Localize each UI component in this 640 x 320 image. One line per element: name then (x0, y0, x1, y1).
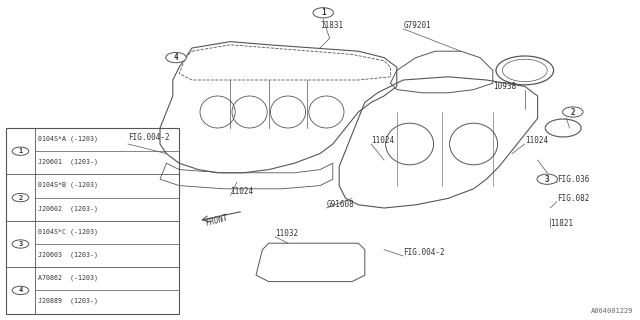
Circle shape (537, 174, 557, 184)
Text: G91608: G91608 (326, 200, 354, 209)
Text: 1: 1 (19, 148, 22, 154)
Text: 0104S*B (-1203): 0104S*B (-1203) (38, 182, 99, 188)
Text: 11032: 11032 (275, 229, 298, 238)
Text: J20889  (1203-): J20889 (1203-) (38, 298, 99, 304)
Text: 3: 3 (545, 175, 550, 184)
Text: J20602  (1203-): J20602 (1203-) (38, 205, 99, 212)
Circle shape (166, 52, 186, 63)
Text: 2: 2 (19, 195, 22, 201)
Circle shape (313, 8, 333, 18)
Text: 11024: 11024 (525, 136, 548, 145)
Text: 0104S*A (-1203): 0104S*A (-1203) (38, 135, 99, 142)
Text: FIG.004-2: FIG.004-2 (128, 133, 170, 142)
Text: J20601  (1203-): J20601 (1203-) (38, 159, 99, 165)
Circle shape (12, 193, 29, 202)
Text: 11024: 11024 (230, 188, 253, 196)
Text: A70862  (-1203): A70862 (-1203) (38, 275, 99, 281)
Text: 10938: 10938 (493, 82, 516, 91)
Text: 4: 4 (19, 287, 22, 293)
Text: 2: 2 (570, 108, 575, 116)
Text: FIG.082: FIG.082 (557, 194, 589, 203)
Text: 0104S*C (-1203): 0104S*C (-1203) (38, 228, 99, 235)
Circle shape (563, 107, 583, 117)
Text: FIG.004-2: FIG.004-2 (403, 248, 445, 257)
Text: 4: 4 (173, 53, 179, 62)
Text: 11831: 11831 (320, 21, 343, 30)
Text: 1: 1 (321, 8, 326, 17)
Circle shape (12, 240, 29, 248)
Circle shape (12, 286, 29, 294)
Text: A004001229: A004001229 (591, 308, 634, 314)
Text: 11821: 11821 (550, 220, 573, 228)
Circle shape (12, 147, 29, 156)
Text: 3: 3 (19, 241, 22, 247)
Text: G79201: G79201 (403, 21, 431, 30)
Text: J20603  (1203-): J20603 (1203-) (38, 252, 99, 258)
Text: FRONT: FRONT (205, 213, 230, 228)
Text: 11024: 11024 (371, 136, 394, 145)
Text: FIG.036: FIG.036 (557, 175, 589, 184)
